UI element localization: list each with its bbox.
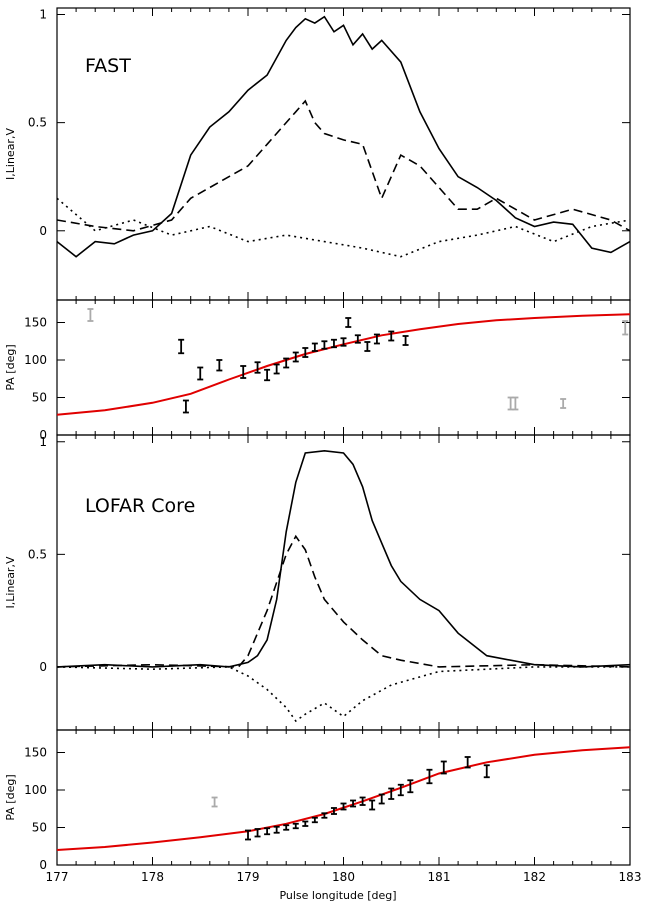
x-tick-label: 179 bbox=[237, 870, 260, 884]
x-tick-label: 178 bbox=[141, 870, 164, 884]
pa-point bbox=[321, 340, 328, 350]
fast-profile-panel: FAST 0 0.5 1 I,Linear,V bbox=[4, 7, 631, 301]
y-tick-label: 50 bbox=[32, 391, 47, 405]
x-tick-label: 181 bbox=[428, 870, 451, 884]
pa-point bbox=[311, 816, 318, 824]
pa-point bbox=[373, 333, 380, 345]
solid-profile-line bbox=[56, 449, 631, 668]
y-tick-label: 50 bbox=[32, 821, 47, 835]
solid-profile-line bbox=[56, 15, 631, 258]
plot-frame bbox=[56, 7, 631, 301]
plot-frame bbox=[56, 299, 631, 436]
pa-point bbox=[340, 802, 347, 811]
pa-point bbox=[440, 760, 447, 775]
y-tick-label: 0 bbox=[39, 660, 47, 674]
pa-point bbox=[178, 338, 185, 355]
lofar-pa-panel: 0 50 100 150 PA [deg] 177 178 179 180 181 182 183 bbox=[4, 729, 642, 884]
pa-point bbox=[216, 359, 223, 372]
dotted-profile-line bbox=[56, 666, 630, 723]
lofar-panel-label: LOFAR Core bbox=[85, 495, 195, 517]
pa-point bbox=[345, 317, 352, 328]
y-tick-label: 0 bbox=[39, 224, 47, 238]
pa-point bbox=[560, 398, 567, 409]
y-tick-label: 1 bbox=[39, 7, 47, 21]
pa-point bbox=[350, 799, 357, 808]
pa-fit-curve bbox=[56, 746, 631, 851]
fast-panel-label: FAST bbox=[85, 55, 131, 77]
y-axis-label: I,Linear,V bbox=[4, 556, 17, 608]
pa-fit-curve bbox=[56, 313, 631, 416]
y-tick-label: 1 bbox=[39, 435, 47, 449]
pa-point bbox=[302, 820, 309, 827]
pa-point bbox=[87, 308, 94, 322]
pa-point bbox=[388, 787, 395, 800]
y-tick-label: 0 bbox=[39, 428, 47, 442]
y-tick-label: 150 bbox=[24, 746, 47, 760]
pa-point bbox=[483, 764, 490, 779]
y-tick-label: 0.5 bbox=[28, 547, 47, 561]
pa-point bbox=[402, 335, 409, 346]
pa-point bbox=[388, 330, 395, 342]
pa-point bbox=[330, 807, 337, 815]
pa-point bbox=[359, 796, 366, 806]
y-axis-label: PA [deg] bbox=[4, 774, 17, 820]
pa-point bbox=[283, 824, 290, 831]
pa-point bbox=[464, 756, 471, 769]
pa-point bbox=[254, 828, 261, 838]
pa-point bbox=[292, 351, 299, 363]
pa-point bbox=[273, 363, 280, 375]
pa-point bbox=[321, 812, 328, 819]
fast-pa-panel: 0 50 100 150 PA [deg] bbox=[4, 299, 631, 442]
pa-point bbox=[354, 334, 361, 344]
x-tick-label: 177 bbox=[46, 870, 69, 884]
pa-point bbox=[283, 357, 290, 369]
pa-point bbox=[340, 337, 347, 347]
plot-frame bbox=[56, 434, 631, 731]
pa-point bbox=[397, 783, 404, 797]
plot-frame bbox=[56, 729, 631, 866]
y-axis-label: PA [deg] bbox=[4, 344, 17, 390]
y-tick-label: 150 bbox=[24, 316, 47, 330]
pa-point bbox=[211, 796, 218, 808]
pa-point bbox=[264, 827, 271, 836]
x-tick-label: 182 bbox=[523, 870, 546, 884]
pa-point bbox=[330, 338, 337, 349]
pa-point bbox=[264, 368, 271, 382]
pa-point bbox=[273, 825, 280, 834]
pa-point bbox=[378, 793, 385, 805]
pa-point bbox=[507, 396, 514, 411]
x-axis-label: Pulse longitude [deg] bbox=[279, 889, 396, 902]
pa-point bbox=[292, 822, 299, 830]
dashed-profile-line bbox=[56, 534, 631, 668]
pa-point bbox=[245, 829, 251, 841]
x-tick-label: 183 bbox=[619, 870, 642, 884]
pa-point bbox=[182, 399, 189, 414]
y-tick-label: 0 bbox=[39, 858, 47, 872]
pa-point bbox=[311, 342, 318, 352]
y-axis-label: I,Linear,V bbox=[4, 128, 17, 180]
pa-point bbox=[240, 365, 247, 379]
y-tick-label: 100 bbox=[24, 353, 47, 367]
lofar-profile-panel: LOFAR Core 0 0.5 1 I,Linear,V bbox=[4, 434, 631, 731]
pa-point bbox=[364, 341, 371, 352]
x-tick-label: 180 bbox=[332, 870, 355, 884]
dashed-profile-line bbox=[56, 99, 631, 232]
pa-point bbox=[407, 779, 414, 794]
pa-point bbox=[302, 347, 309, 358]
pa-point bbox=[512, 396, 519, 411]
pa-point bbox=[369, 799, 376, 811]
pa-point bbox=[622, 320, 629, 336]
y-tick-label: 0.5 bbox=[28, 116, 47, 130]
pa-point bbox=[197, 366, 204, 381]
y-tick-label: 100 bbox=[24, 783, 47, 797]
pa-point bbox=[426, 768, 433, 785]
pa-point bbox=[254, 361, 261, 374]
